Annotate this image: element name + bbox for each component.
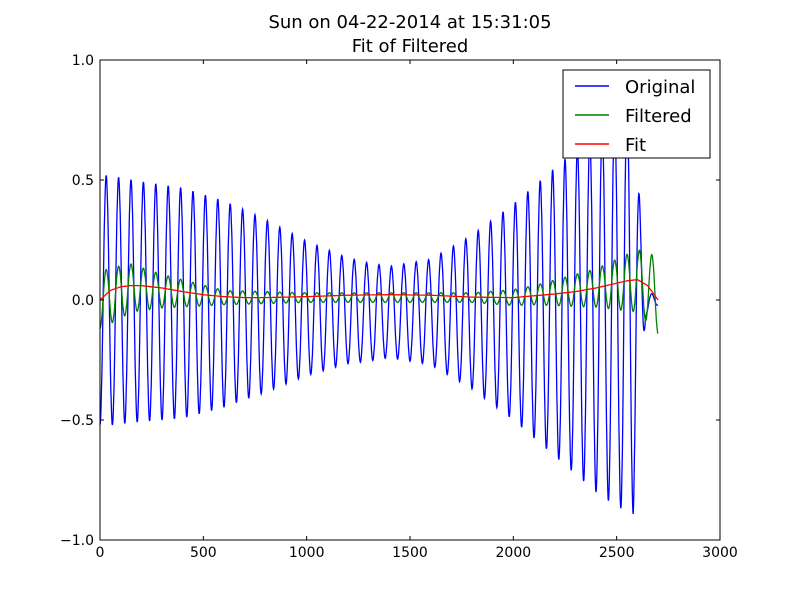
x-tick-label: 1000 bbox=[289, 545, 325, 561]
plot-series bbox=[100, 105, 659, 515]
x-tick-label: 3000 bbox=[702, 545, 738, 561]
chart-subtitle: Fit of Filtered bbox=[352, 36, 469, 57]
chart-title: Sun on 04-22-2014 at 15:31:05 bbox=[268, 12, 551, 33]
series-filtered-line bbox=[100, 249, 659, 334]
y-tick-label: −1.0 bbox=[60, 533, 94, 549]
y-axis: −1.0 −0.5 0.0 0.5 1.0 bbox=[60, 53, 720, 549]
x-axis: 0 500 1000 1500 2000 2500 3000 bbox=[96, 60, 738, 561]
y-tick-label: 1.0 bbox=[72, 53, 94, 69]
y-tick-label: −0.5 bbox=[60, 413, 94, 429]
series-original-line bbox=[100, 105, 659, 515]
x-tick-label: 2500 bbox=[599, 545, 635, 561]
y-tick-label: 0.5 bbox=[72, 173, 94, 189]
x-tick-label: 1500 bbox=[392, 545, 428, 561]
legend-label-filtered: Filtered bbox=[625, 106, 692, 127]
x-tick-label: 500 bbox=[190, 545, 217, 561]
x-tick-label: 0 bbox=[96, 545, 105, 561]
legend: Original Filtered Fit bbox=[562, 69, 711, 159]
series-fit-line bbox=[100, 278, 659, 301]
x-tick-label: 2000 bbox=[496, 545, 532, 561]
legend-label-original: Original bbox=[625, 77, 695, 98]
y-tick-label: 0.0 bbox=[72, 293, 94, 309]
legend-label-fit: Fit bbox=[625, 135, 646, 156]
